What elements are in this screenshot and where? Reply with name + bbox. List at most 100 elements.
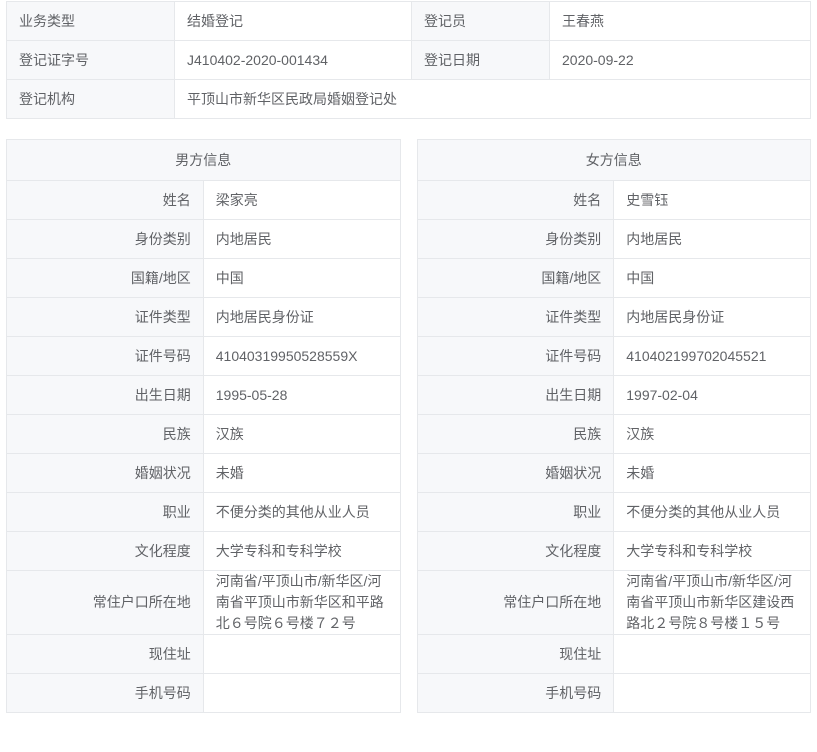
male-field-value: 河南省/平顶山市/新华区/河南省平顶山市新华区和平路北６号院６号楼７２号 bbox=[203, 570, 401, 635]
table-row: 姓名 梁家亮 bbox=[6, 180, 401, 220]
male-field-value: 汉族 bbox=[203, 414, 401, 454]
table-row: 文化程度 大学专科和专科学校 bbox=[417, 531, 811, 571]
female-field-label: 职业 bbox=[417, 492, 615, 532]
person-info-section: 男方信息 姓名 梁家亮 身份类别 内地居民 国籍/地区 中国 证件类型 内地居民身份证 证件号码… bbox=[6, 139, 811, 713]
table-row: 证件类型 内地居民身份证 bbox=[417, 297, 811, 337]
table-row: 业务类型 结婚登记 登记员 王春燕 bbox=[6, 1, 811, 41]
summary-value-register-date: 2020-09-22 bbox=[549, 40, 811, 80]
female-field-value bbox=[613, 673, 811, 713]
male-field-label: 手机号码 bbox=[6, 673, 204, 713]
table-row: 证件号码 410402199702045521 bbox=[417, 336, 811, 376]
table-row: 国籍/地区 中国 bbox=[417, 258, 811, 298]
male-field-label: 民族 bbox=[6, 414, 204, 454]
male-field-value: 中国 bbox=[203, 258, 401, 298]
male-field-label: 职业 bbox=[6, 492, 204, 532]
table-row: 国籍/地区 中国 bbox=[6, 258, 401, 298]
table-row: 姓名 史雪钰 bbox=[417, 180, 811, 220]
female-field-label: 证件号码 bbox=[417, 336, 615, 376]
female-field-label: 姓名 bbox=[417, 180, 615, 220]
summary-value-agency: 平顶山市新华区民政局婚姻登记处 bbox=[174, 79, 811, 119]
female-field-label: 国籍/地区 bbox=[417, 258, 615, 298]
male-field-label: 文化程度 bbox=[6, 531, 204, 571]
table-row: 婚姻状况 未婚 bbox=[6, 453, 401, 493]
table-row: 文化程度 大学专科和专科学校 bbox=[6, 531, 401, 571]
summary-section: 业务类型 结婚登记 登记员 王春燕 登记证字号 J410402-2020-001… bbox=[6, 0, 811, 119]
table-row: 职业 不便分类的其他从业人员 bbox=[6, 492, 401, 532]
female-panel-title: 女方信息 bbox=[417, 139, 811, 181]
male-field-label: 常住户口所在地 bbox=[6, 570, 204, 635]
male-field-value: 梁家亮 bbox=[203, 180, 401, 220]
table-row: 登记机构 平顶山市新华区民政局婚姻登记处 bbox=[6, 79, 811, 119]
male-field-label: 身份类别 bbox=[6, 219, 204, 259]
table-row: 职业 不便分类的其他从业人员 bbox=[417, 492, 811, 532]
female-field-value: 汉族 bbox=[613, 414, 811, 454]
table-row: 现住址 bbox=[6, 634, 401, 674]
male-info-panel: 男方信息 姓名 梁家亮 身份类别 内地居民 国籍/地区 中国 证件类型 内地居民身份证 证件号码… bbox=[6, 139, 401, 713]
female-field-label: 民族 bbox=[417, 414, 615, 454]
female-field-value bbox=[613, 634, 811, 674]
female-info-table: 女方信息 姓名 史雪钰 身份类别 内地居民 国籍/地区 中国 证件类型 内地居民身份证 证件号码… bbox=[416, 139, 811, 713]
table-row: 出生日期 1995-05-28 bbox=[6, 375, 401, 415]
female-field-value: 河南省/平顶山市/新华区/河南省平顶山市新华区建设西路北２号院８号楼１５号 bbox=[613, 570, 811, 635]
male-info-table: 男方信息 姓名 梁家亮 身份类别 内地居民 国籍/地区 中国 证件类型 内地居民身份证 证件号码… bbox=[6, 139, 401, 713]
table-row: 民族 汉族 bbox=[417, 414, 811, 454]
female-field-value: 内地居民身份证 bbox=[613, 297, 811, 337]
summary-label-register-date: 登记日期 bbox=[411, 40, 550, 80]
table-row: 民族 汉族 bbox=[6, 414, 401, 454]
male-field-label: 国籍/地区 bbox=[6, 258, 204, 298]
summary-label-agency: 登记机构 bbox=[6, 79, 175, 119]
table-row: 身份类别 内地居民 bbox=[6, 219, 401, 259]
male-field-value: 大学专科和专科学校 bbox=[203, 531, 401, 571]
summary-label-registrar: 登记员 bbox=[411, 1, 550, 41]
female-field-label: 身份类别 bbox=[417, 219, 615, 259]
male-panel-title: 男方信息 bbox=[6, 139, 401, 181]
male-field-label: 现住址 bbox=[6, 634, 204, 674]
table-row: 身份类别 内地居民 bbox=[417, 219, 811, 259]
table-row: 手机号码 bbox=[417, 673, 811, 713]
male-field-label: 证件类型 bbox=[6, 297, 204, 337]
summary-label-business-type: 业务类型 bbox=[6, 1, 175, 41]
female-field-value: 410402199702045521 bbox=[613, 336, 811, 376]
male-field-value: 1995-05-28 bbox=[203, 375, 401, 415]
male-field-label: 出生日期 bbox=[6, 375, 204, 415]
summary-value-registrar: 王春燕 bbox=[549, 1, 811, 41]
table-row: 常住户口所在地 河南省/平顶山市/新华区/河南省平顶山市新华区和平路北６号院６号楼… bbox=[6, 570, 401, 635]
male-field-label: 证件号码 bbox=[6, 336, 204, 376]
male-field-value: 41040319950528559X bbox=[203, 336, 401, 376]
female-field-value: 内地居民 bbox=[613, 219, 811, 259]
female-field-label: 现住址 bbox=[417, 634, 615, 674]
female-field-label: 证件类型 bbox=[417, 297, 615, 337]
female-field-value: 大学专科和专科学校 bbox=[613, 531, 811, 571]
male-field-value bbox=[203, 673, 401, 713]
table-row: 出生日期 1997-02-04 bbox=[417, 375, 811, 415]
female-field-label: 出生日期 bbox=[417, 375, 615, 415]
summary-value-certificate-no: J410402-2020-001434 bbox=[174, 40, 412, 80]
female-info-panel: 女方信息 姓名 史雪钰 身份类别 内地居民 国籍/地区 中国 证件类型 内地居民身份证 证件号码… bbox=[416, 139, 811, 713]
male-field-label: 姓名 bbox=[6, 180, 204, 220]
table-row: 证件号码 41040319950528559X bbox=[6, 336, 401, 376]
summary-table: 业务类型 结婚登记 登记员 王春燕 登记证字号 J410402-2020-001… bbox=[6, 1, 811, 119]
table-row: 男方信息 bbox=[6, 139, 401, 181]
male-field-label: 婚姻状况 bbox=[6, 453, 204, 493]
male-field-value: 未婚 bbox=[203, 453, 401, 493]
female-field-label: 文化程度 bbox=[417, 531, 615, 571]
summary-value-business-type: 结婚登记 bbox=[174, 1, 412, 41]
table-row: 婚姻状况 未婚 bbox=[417, 453, 811, 493]
table-row: 登记证字号 J410402-2020-001434 登记日期 2020-09-2… bbox=[6, 40, 811, 80]
female-field-label: 常住户口所在地 bbox=[417, 570, 615, 635]
table-row: 证件类型 内地居民身份证 bbox=[6, 297, 401, 337]
male-field-value bbox=[203, 634, 401, 674]
table-row: 常住户口所在地 河南省/平顶山市/新华区/河南省平顶山市新华区建设西路北２号院８号… bbox=[417, 570, 811, 635]
male-field-value: 内地居民身份证 bbox=[203, 297, 401, 337]
female-field-value: 不便分类的其他从业人员 bbox=[613, 492, 811, 532]
table-row: 女方信息 bbox=[417, 139, 811, 181]
female-field-value: 1997-02-04 bbox=[613, 375, 811, 415]
table-row: 手机号码 bbox=[6, 673, 401, 713]
female-field-value: 中国 bbox=[613, 258, 811, 298]
female-field-label: 婚姻状况 bbox=[417, 453, 615, 493]
male-field-value: 不便分类的其他从业人员 bbox=[203, 492, 401, 532]
female-field-value: 史雪钰 bbox=[613, 180, 811, 220]
table-row: 现住址 bbox=[417, 634, 811, 674]
summary-label-certificate-no: 登记证字号 bbox=[6, 40, 175, 80]
